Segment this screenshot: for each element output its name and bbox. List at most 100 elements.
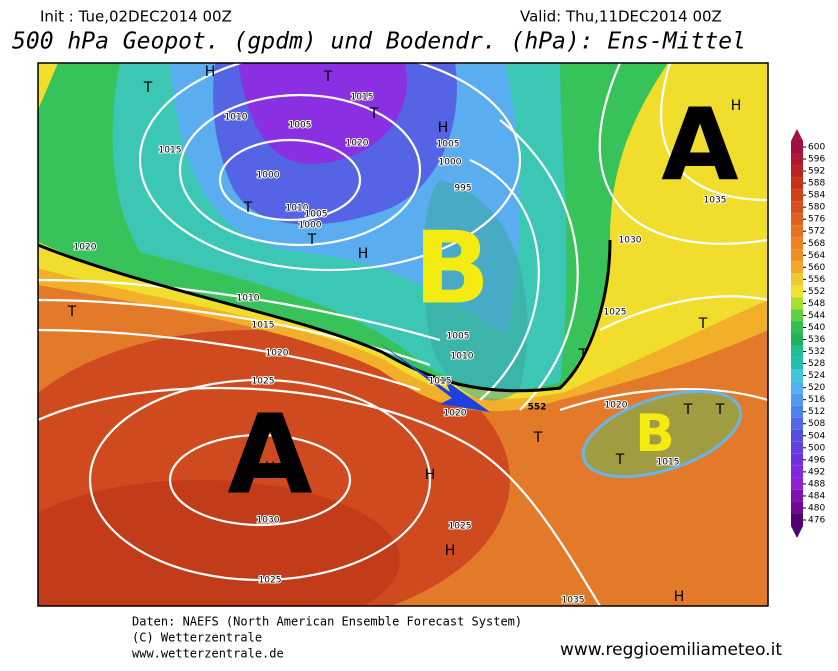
center-marker: H xyxy=(425,467,436,483)
footer-site: www.wetterzentrale.de xyxy=(132,647,284,661)
colorbar-swatch xyxy=(791,465,803,478)
colorbar-tick-label: 564 xyxy=(808,251,825,261)
center-marker: H xyxy=(445,543,456,559)
isobar-label: 1015 xyxy=(429,377,452,387)
isobar-label: 1000 xyxy=(299,221,322,231)
colorbar-tick-label: 476 xyxy=(808,516,825,526)
isobar-label: 1020 xyxy=(605,401,628,411)
center-marker: H xyxy=(205,64,216,80)
map-title: 500 hPa Geopot. (gpdm) und Bodendr. (hPa… xyxy=(12,29,746,55)
isobar-label: 1035 xyxy=(562,596,585,606)
colorbar-swatch xyxy=(791,429,803,442)
colorbar-tick-label: 496 xyxy=(808,455,825,465)
colorbar-tick-label: 544 xyxy=(808,311,825,321)
center-marker: T xyxy=(369,106,379,122)
colorbar-tick-label: 588 xyxy=(808,179,825,189)
center-marker: H xyxy=(674,589,685,605)
trough-arrow xyxy=(378,342,490,412)
colorbar-tick-label: 600 xyxy=(808,143,825,153)
trough-shade xyxy=(423,180,528,401)
watermark: www.reggioemiliameteo.it xyxy=(560,640,782,660)
colorbar-tick-label: 520 xyxy=(808,383,825,393)
colorbar-swatch xyxy=(791,213,803,226)
colorbar-tick-label: 556 xyxy=(808,275,825,285)
isobar-label: 1005 xyxy=(305,210,328,220)
init-time: Init : Tue,02DEC2014 00Z xyxy=(40,8,232,26)
isobar-label: 1025 xyxy=(252,377,275,387)
colorbar-tick-label: 488 xyxy=(808,479,825,489)
colorbar-swatch xyxy=(791,345,803,358)
colorbar-tick-label: 572 xyxy=(808,227,825,237)
isobar-label: 1010 xyxy=(451,352,474,362)
center-marker: T xyxy=(307,232,317,248)
field-darkred xyxy=(38,480,400,606)
colorbar-swatch xyxy=(791,273,803,286)
colorbar-swatch xyxy=(791,225,803,238)
colorbar-swatch xyxy=(791,285,803,298)
colorbar-swatch xyxy=(791,333,803,346)
isobar-label: 995 xyxy=(454,184,471,194)
center-marker: T xyxy=(67,304,77,320)
colorbar-tick-label: 592 xyxy=(808,167,825,177)
center-marker: T xyxy=(578,347,588,363)
isobar-label: 1020 xyxy=(266,349,289,359)
colorbar-tick-label: 524 xyxy=(808,371,825,381)
colorbar-swatch xyxy=(791,357,803,370)
colorbar-tick-label: 492 xyxy=(808,467,825,477)
isobar-label: 1015 xyxy=(252,321,275,331)
pressure-center-label: A xyxy=(661,86,738,203)
isobar-label: 1000 xyxy=(257,171,280,181)
colorbar-swatch xyxy=(791,405,803,418)
colorbar-tick-label: 540 xyxy=(808,323,825,333)
center-marker: T xyxy=(243,200,253,216)
low-ellipse xyxy=(581,389,743,479)
colorbar-swatch xyxy=(791,140,803,154)
isobar-label: 1005 xyxy=(447,332,470,342)
center-marker: H xyxy=(438,120,449,136)
isobar-label: 1010 xyxy=(237,294,260,304)
colorbar-swatch xyxy=(791,453,803,466)
colorbar-tick-label: 484 xyxy=(808,491,825,501)
center-marker: T xyxy=(615,452,625,468)
colorbar-swatch xyxy=(791,237,803,250)
isobar-label: 1005 xyxy=(437,140,460,150)
colorbar-swatch xyxy=(791,189,803,202)
center-marker: T xyxy=(715,402,725,418)
isobar-label: 1035 xyxy=(704,196,727,206)
center-marker: T xyxy=(533,430,543,446)
pressure-center-label: B xyxy=(414,209,490,326)
colorbar-tick-label: 560 xyxy=(808,263,825,273)
colorbar-tick-label: 508 xyxy=(808,419,825,429)
height-label: 552 xyxy=(528,403,547,413)
isobar-label: 1000 xyxy=(439,158,462,168)
colorbar-tick-label: 480 xyxy=(808,503,825,513)
map-frame xyxy=(37,62,769,607)
isobar-label: 1015 xyxy=(351,93,374,103)
colorbar-tick-label: 576 xyxy=(808,215,825,225)
colorbar-swatch xyxy=(791,381,803,394)
isobar-label: 1020 xyxy=(346,139,369,149)
colorbar-swatch xyxy=(791,249,803,262)
isobar-label: 1010 xyxy=(286,204,309,214)
isobar-label: 1015 xyxy=(159,146,182,156)
colorbar-tick-label: 516 xyxy=(808,395,825,405)
colorbar-swatch xyxy=(791,177,803,190)
colorbar-swatch xyxy=(791,201,803,214)
valid-time: Valid: Thu,11DEC2014 00Z xyxy=(520,8,722,26)
colorbar-swatch xyxy=(791,261,803,274)
colorbar-tick-label: 548 xyxy=(808,299,825,309)
colorbar-tick-label: 532 xyxy=(808,347,825,357)
center-marker: T xyxy=(698,316,708,332)
colorbar-tick-label: 512 xyxy=(808,407,825,417)
colorbar-tick-label: 596 xyxy=(808,155,825,165)
center-marker: H xyxy=(358,246,369,262)
isobars xyxy=(38,63,768,606)
isobar-label: 1030 xyxy=(257,516,280,526)
isobar-label: 1025 xyxy=(604,308,627,318)
pressure-center-label: B xyxy=(635,404,675,464)
center-marker: T xyxy=(683,402,693,418)
colorbar-swatch xyxy=(791,153,803,166)
